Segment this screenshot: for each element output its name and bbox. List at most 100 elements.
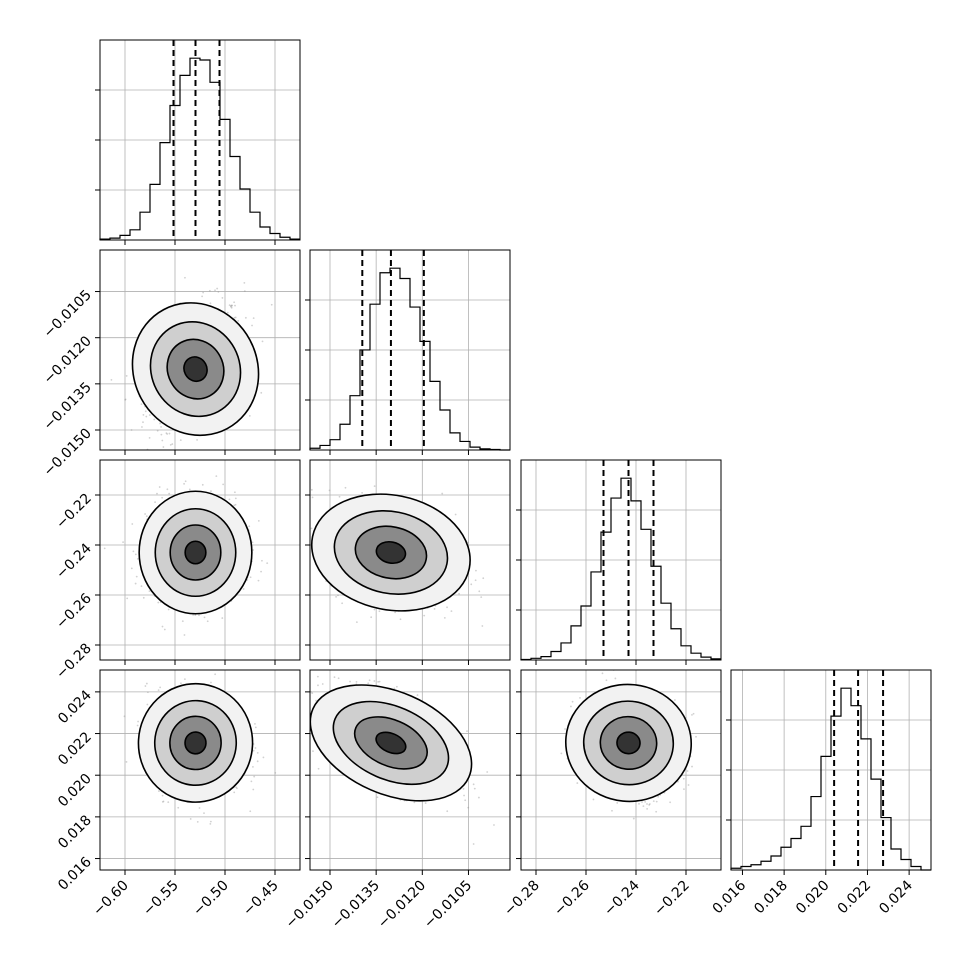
- scatter-point: [148, 436, 151, 439]
- density-contour: [564, 683, 693, 803]
- density-contour: [183, 356, 208, 383]
- scatter-point: [125, 760, 128, 763]
- scatter-point: [361, 491, 364, 494]
- scatter-point: [560, 752, 563, 755]
- density-shade: [185, 541, 206, 564]
- scatter-point: [646, 807, 649, 810]
- scatter-point: [134, 553, 137, 556]
- scatter-point: [230, 304, 233, 307]
- scatter-point: [243, 281, 246, 284]
- scatter-point: [189, 818, 192, 820]
- scatter-point: [477, 796, 480, 799]
- scatter-point: [148, 414, 151, 416]
- scatter-point: [274, 771, 277, 774]
- y-tick-label: 0.016: [55, 854, 95, 894]
- scatter-point: [592, 798, 595, 801]
- scatter-point: [183, 678, 186, 681]
- x-tick-label: 0.024: [876, 877, 916, 917]
- scatter-point: [145, 682, 148, 685]
- scatter-point: [203, 812, 205, 815]
- scatter-point: [644, 800, 647, 803]
- y-tick-label: 0.020: [55, 771, 95, 811]
- scatter-point: [210, 681, 212, 684]
- density-contour: [166, 338, 225, 400]
- x-tick-label: −0.22: [651, 878, 693, 920]
- scatter-point: [234, 503, 237, 506]
- scatter-point: [254, 722, 256, 725]
- histogram-step: [730, 687, 931, 871]
- scatter-point: [355, 681, 358, 683]
- scatter-point: [243, 290, 246, 292]
- density-shade: [376, 541, 406, 564]
- scatter-point: [131, 523, 134, 525]
- density-contour: [169, 715, 222, 771]
- scatter-point: [203, 650, 205, 652]
- scatter-point: [373, 680, 376, 682]
- scatter-point: [168, 492, 171, 495]
- scatter-point: [184, 276, 186, 279]
- scatter-point: [283, 568, 285, 570]
- density-contour: [310, 493, 471, 612]
- scatter-point: [462, 787, 465, 790]
- scatter-point: [260, 570, 262, 573]
- scatter-point: [493, 824, 495, 826]
- density-shade: [376, 732, 406, 754]
- scatter-point: [233, 504, 236, 507]
- scatter-point: [196, 820, 199, 823]
- scatter-point: [235, 786, 237, 789]
- scatter-point: [316, 675, 319, 678]
- scatter-point: [248, 525, 251, 528]
- scatter-point: [209, 302, 212, 305]
- x-tick-label: −0.28: [501, 878, 543, 920]
- scatter-point: [377, 680, 380, 683]
- scatter-point: [254, 726, 257, 729]
- scatter-point: [136, 724, 139, 727]
- scatter-point: [378, 680, 381, 683]
- scatter-point: [349, 680, 351, 683]
- x-tick-label: −0.55: [140, 878, 182, 920]
- density-contour: [137, 682, 254, 803]
- density-contour: [153, 699, 238, 787]
- scatter-point: [168, 432, 171, 435]
- density-contour: [375, 540, 407, 565]
- scatter-point: [317, 767, 320, 770]
- scatter-point: [443, 616, 446, 619]
- panel-frame: [520, 669, 722, 871]
- x-tick-label: 0.022: [835, 878, 875, 918]
- scatter-point: [333, 676, 336, 679]
- scatter-point: [655, 810, 658, 813]
- panel-frame: [309, 249, 511, 451]
- panel-frame: [99, 669, 301, 871]
- scatter-point: [159, 686, 162, 689]
- scatter-point: [482, 577, 485, 580]
- panel-frame: [309, 669, 511, 871]
- scatter-point: [252, 549, 255, 551]
- density-contour: [154, 507, 237, 598]
- x-tick-label: 0.018: [751, 878, 791, 918]
- histogram-step: [520, 477, 721, 661]
- histogram-step: [99, 57, 300, 240]
- scatter-point: [126, 597, 129, 600]
- scatter-point: [416, 694, 419, 696]
- scatter-point: [161, 625, 164, 628]
- scatter-point: [466, 730, 468, 733]
- scatter-point: [564, 728, 566, 730]
- scatter-point: [228, 304, 231, 306]
- x-tick-label: −0.45: [240, 878, 282, 920]
- scatter-point: [163, 628, 166, 631]
- scatter-point: [614, 677, 617, 680]
- histogram-step: [309, 267, 510, 451]
- scatter-point: [395, 685, 398, 688]
- scatter-point: [373, 485, 376, 488]
- scatter-point: [145, 515, 148, 518]
- scatter-point: [252, 766, 254, 768]
- scatter-point: [304, 564, 306, 566]
- scatter-point: [441, 492, 444, 495]
- density-shade: [183, 356, 208, 382]
- scatter-point: [215, 475, 218, 478]
- x-tick-label: 0.020: [793, 878, 833, 918]
- scatter-point: [458, 592, 460, 595]
- scatter-point: [589, 665, 591, 667]
- scatter-point: [201, 295, 204, 298]
